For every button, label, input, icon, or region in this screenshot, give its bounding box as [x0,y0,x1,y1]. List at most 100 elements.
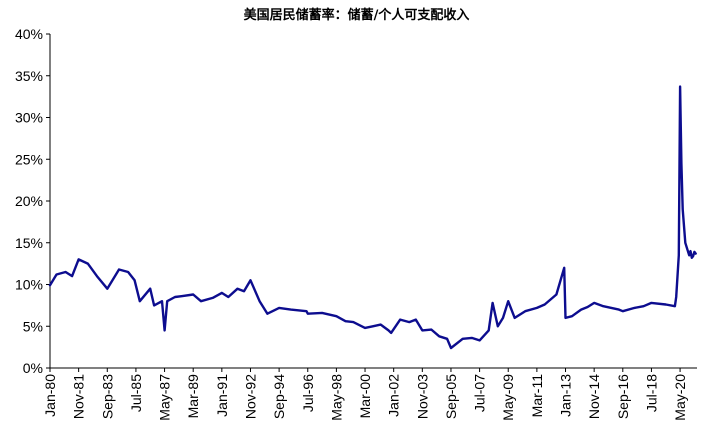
data-point [387,329,390,331]
data-point [390,332,392,334]
data-point [446,338,448,340]
series-layer [48,85,697,350]
data-point [344,320,347,322]
data-point [71,275,73,277]
data-point [161,300,163,302]
data-point [249,279,252,281]
data-point [106,288,108,290]
data-point [675,296,677,298]
x-tick-label: Mar-00 [357,374,373,419]
y-tick-label: 5% [23,318,43,334]
data-point [602,305,604,307]
x-tick-label: Jul-07 [472,374,488,412]
x-axis-ticks: Jan-80 Nov-81 Sep-83 Jul-85 May-87 Mar-89 Jan-… [42,368,688,421]
x-tick-label: Sep-05 [443,374,459,419]
data-point [684,242,686,244]
x-tick-label: Nov-92 [242,374,258,419]
data-point [691,257,693,259]
chart-title: 美国居民储蓄率：储蓄/个人可支配收入 [243,8,470,23]
y-tick-label: 25% [15,151,43,167]
data-point [430,329,432,331]
data-point [674,305,676,307]
data-point [174,296,176,298]
data-point [692,255,694,257]
y-tick-label: 15% [15,235,43,251]
data-point [221,292,223,294]
x-tick-label: Jan-13 [558,374,574,417]
data-point [497,325,499,327]
data-point [335,315,337,317]
data-point [415,319,417,321]
data-point [96,275,98,277]
x-tick-label: May-98 [328,374,344,421]
data-point [139,300,141,302]
data-point [164,329,166,331]
x-tick-label: Nov-03 [414,374,430,419]
data-point [593,302,595,304]
data-point [259,300,261,302]
data-point [321,312,323,314]
data-point [571,315,573,317]
data-point [680,162,683,164]
data-point [380,324,382,326]
x-tick-label: Jan-91 [214,374,230,417]
data-point [49,284,51,286]
data-point [364,327,366,329]
data-point [87,263,89,265]
data-point [236,288,239,290]
chart-axes [49,34,697,369]
x-tick-label: May-87 [157,374,173,421]
data-point [200,300,202,302]
data-point [278,307,280,309]
data-point [650,302,653,304]
x-tick-label: Mar-11 [529,374,545,418]
data-point [682,208,684,210]
x-tick-label: Nov-81 [71,374,87,419]
data-point [689,250,692,252]
data-point [372,325,374,327]
data-point [243,290,245,292]
x-tick-label: May-09 [500,374,516,421]
data-point [438,335,440,337]
x-tick-label: Jul-85 [128,374,144,412]
data-point [118,268,120,271]
x-tick-label: Sep-16 [615,374,631,419]
data-point [678,254,680,256]
data-point [563,267,565,269]
data-point [307,313,309,315]
data-point [166,300,168,302]
data-point [421,329,423,331]
y-tick-label: 40% [15,26,43,42]
data-point [643,305,645,307]
data-point [352,321,354,323]
data-point [688,254,690,256]
data-point [693,251,696,253]
x-tick-label: Jan-80 [42,374,58,417]
y-tick-label: 10% [15,277,43,293]
x-tick-label: Sep-94 [271,374,287,419]
y-tick-label: 30% [15,110,43,126]
data-point [127,271,129,273]
data-point [488,329,490,331]
series-line-savings-rate [48,85,697,350]
data-point [149,288,151,290]
data-point [65,271,67,273]
y-tick-label: 0% [23,360,43,376]
data-point [180,295,183,297]
data-point [408,321,410,323]
data-point [555,293,558,296]
data-point [78,258,80,260]
x-tick-label: Mar-89 [185,374,201,419]
data-point [192,293,194,296]
y-axis-ticks: 0% 5% 10% 15% 20% 25% 30% 35% 40% [15,26,50,376]
data-point [479,339,481,341]
data-point [695,253,697,255]
data-point [536,307,538,309]
data-point [665,303,667,306]
x-tick-label: Sep-83 [99,374,115,419]
data-point [266,313,268,315]
data-point [462,338,464,340]
data-point [679,86,681,88]
data-point [580,309,582,311]
